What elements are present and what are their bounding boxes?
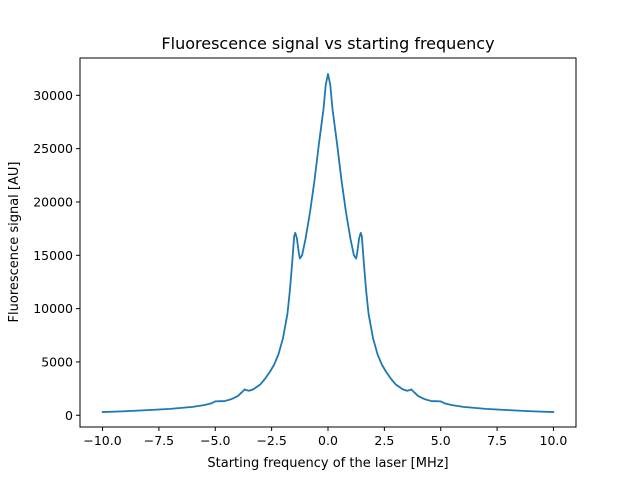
y-axis-ticks: 0 5000 10000 15000 20000 25000 30000: [33, 88, 80, 423]
x-tick-label: −2.5: [256, 433, 286, 448]
y-tick-label: 0: [65, 408, 73, 423]
axes-frame: [79, 57, 577, 428]
x-axis-ticks: −10.0 −7.5 −5.0 −2.5 0.0 2.5 5.0 7.5 10.0: [83, 427, 567, 448]
y-axis-label: Fluorescence signal [AU]: [7, 162, 22, 323]
y-tick-label: 10000: [33, 301, 73, 316]
x-tick-label: 2.5: [374, 433, 394, 448]
series-line-0: [101, 73, 555, 413]
chart-title: Fluorescence signal vs starting frequenc…: [161, 34, 494, 53]
y-tick-label: 20000: [33, 194, 73, 209]
x-tick-label: 5.0: [431, 433, 451, 448]
y-tick-label: 30000: [33, 88, 73, 103]
x-tick-label: 10.0: [540, 433, 568, 448]
plot-area: [101, 73, 555, 413]
y-tick-label: 25000: [33, 141, 73, 156]
y-tick-label: 15000: [33, 248, 73, 263]
x-tick-label: −7.5: [144, 433, 174, 448]
x-tick-label: 7.5: [487, 433, 507, 448]
x-tick-label: 0.0: [318, 433, 338, 448]
y-tick-label: 5000: [41, 354, 73, 369]
x-tick-label: −10.0: [83, 433, 121, 448]
x-axis-label: Starting frequency of the laser [MHz]: [207, 456, 448, 471]
x-tick-label: −5.0: [200, 433, 230, 448]
